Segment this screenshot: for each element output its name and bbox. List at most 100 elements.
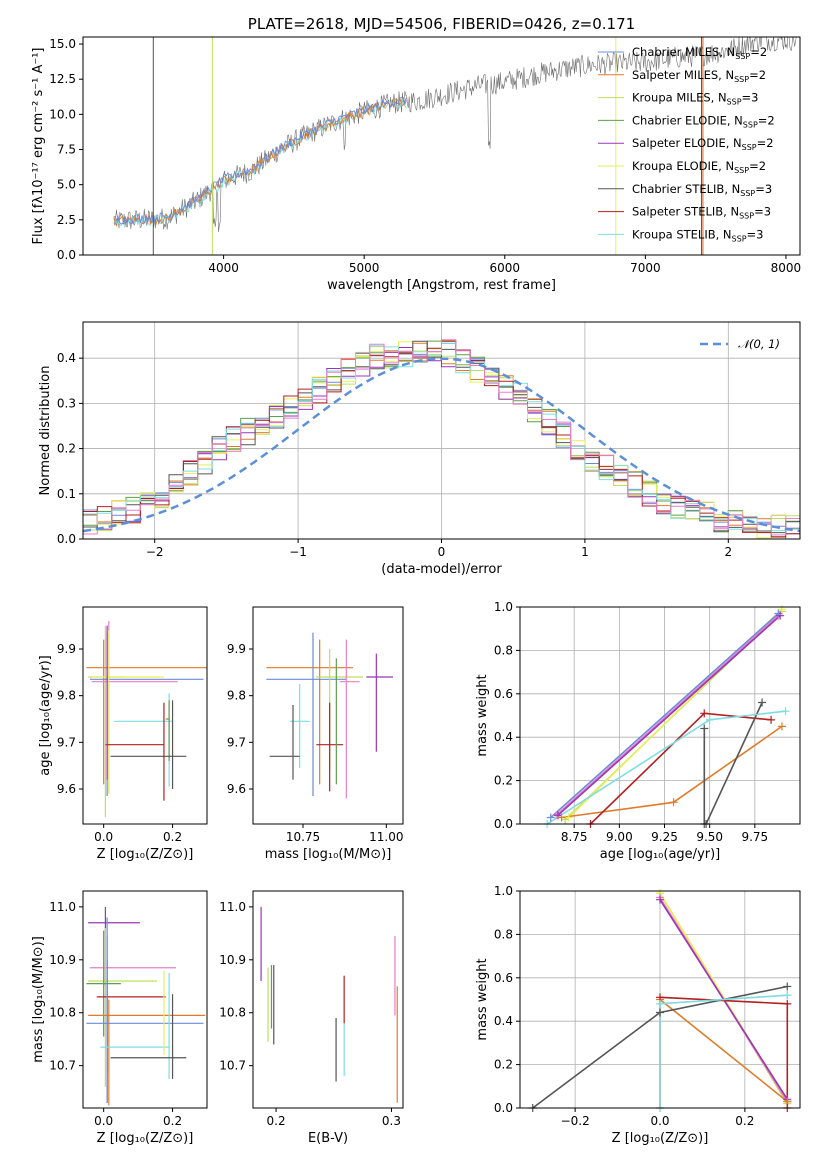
weight-vs-age-ytick-label: 0.2 <box>494 774 513 788</box>
age-vs-mass-frame <box>252 606 404 825</box>
residuals-ytick-label: 0.4 <box>57 351 76 365</box>
residuals-xtick-label: −1 <box>289 545 307 559</box>
weight-vs-Z-point-marker <box>783 982 792 991</box>
mass-vs-EBV-ytick-label: 10.8 <box>219 1006 246 1020</box>
age-vs-Z-ytick-label: 9.6 <box>57 782 76 796</box>
weight-vs-age-ytick-label: 0.8 <box>494 643 513 657</box>
weight-vs-age-ytick-label: 0.6 <box>494 687 513 701</box>
weight-vs-age-series-line <box>550 612 779 819</box>
age-vs-mass-ytick-label: 9.9 <box>227 642 246 656</box>
weight-vs-age-ylabel: mass weight <box>475 674 490 756</box>
residuals-histogram <box>83 347 800 530</box>
age-vs-Z-xtick-label: 0.2 <box>163 830 182 844</box>
residuals-legend-label: 𝒩(0, 1) <box>738 337 780 351</box>
residuals-xtick-label: 2 <box>724 545 732 559</box>
mass-vs-EBV-ytick-label: 11.0 <box>219 900 246 914</box>
weight-vs-Z-point-marker <box>656 999 664 1008</box>
age-vs-mass-xtick-label: 11.00 <box>369 830 403 844</box>
spectrum-legend-label: Kroupa STELIB, NSSP=3 <box>632 227 763 243</box>
weight-vs-Z-xtick-label: 0.2 <box>735 1114 754 1128</box>
residuals-ylabel: Normed distribution <box>38 366 53 496</box>
spectrum-legend-label: Chabrier MILES, NSSP=2 <box>632 45 767 61</box>
spectrum-ytick-label: 10.0 <box>49 107 76 121</box>
weight-vs-Z-ytick-label: 0.4 <box>494 1014 513 1028</box>
residuals-xtick-label: −2 <box>146 545 164 559</box>
weight-vs-age-xlabel: age [log₁₀(age/yr)] <box>600 847 721 862</box>
weight-vs-age-point-marker <box>669 798 678 807</box>
weight-vs-Z-ytick-label: 0.2 <box>494 1058 513 1072</box>
weight-vs-Z-series-line <box>659 994 788 1108</box>
residuals-axes: −2 −1 0 1 2 0.0 0.1 0.2 0.3 0.4 (data-model)/error… <box>38 322 800 577</box>
mass-vs-EBV-frame <box>252 890 404 1109</box>
weight-vs-Z-point-marker <box>783 999 792 1008</box>
mass-vs-EBV-xtick-label: 0.2 <box>267 1114 286 1128</box>
spectrum-legend-label: Kroupa MILES, NSSP=3 <box>632 91 758 107</box>
spectrum-legend-label: Salpeter ELODIE, NSSP=2 <box>632 136 774 152</box>
spectrum-ytick-label: 5.0 <box>57 178 76 192</box>
spectrum-axes: 4000 5000 6000 7000 8000 0.0 2.5 5.0 7.5 10.0 12.5… <box>31 15 801 293</box>
spectrum-model-line <box>113 97 407 225</box>
weight-vs-Z-ytick-label: 0.6 <box>494 971 513 985</box>
spectrum-xlabel: wavelength [Angstrom, rest frame] <box>327 278 556 293</box>
weight-vs-age-xtick-label: 9.00 <box>606 830 633 844</box>
spectrum-xtick-label: 5000 <box>349 261 380 275</box>
weight-vs-age-point-marker <box>776 611 785 620</box>
residuals-ytick-label: 0.0 <box>57 532 76 546</box>
weight-vs-Z-point-marker <box>656 1008 664 1017</box>
residuals-legend: 𝒩(0, 1) <box>700 337 780 351</box>
weight-vs-age-point-marker <box>564 813 573 822</box>
weight-vs-age-point-marker <box>781 707 790 716</box>
mass-vs-Z-ylabel: mass [log₁₀(M/M⊙)] <box>31 936 46 1063</box>
mass-vs-Z-xtick-label: 0.0 <box>94 1114 113 1128</box>
age-vs-Z-ytick-label: 9.9 <box>57 642 76 656</box>
spectrum-model-line <box>113 97 407 228</box>
weight-vs-age-point-marker <box>557 813 566 822</box>
spectrum-legend-label: Salpeter STELIB, NSSP=3 <box>632 205 771 221</box>
mass-vs-Z-ytick-label: 11.0 <box>49 900 76 914</box>
weight-vs-Z-point-marker <box>783 991 792 1000</box>
residuals-ytick-label: 0.2 <box>57 442 76 456</box>
weight-vs-Z-ylabel: mass weight <box>475 958 490 1040</box>
weight-vs-Z-axes: −0.2 0.0 0.2 0.0 0.2 0.4 0.6 0.8 1.0 Z [log₁₀(Z/Z… <box>475 884 800 1146</box>
age-vs-Z-xlabel: Z [log₁₀(Z/Z⊙)] <box>97 847 194 862</box>
residuals-xlabel: (data-model)/error <box>381 562 502 577</box>
residuals-normal-curve <box>83 357 800 533</box>
weight-vs-age-point-marker <box>700 709 709 718</box>
spectrum-ytick-label: 7.5 <box>57 143 76 157</box>
spectrum-frame <box>82 36 801 256</box>
mass-vs-EBV-plot-area <box>260 906 398 1103</box>
weight-vs-age-point-marker <box>777 722 786 731</box>
weight-vs-Z-xtick-label: 0.0 <box>650 1114 669 1128</box>
mass-vs-Z-plot-area <box>86 906 206 1106</box>
weight-vs-age-xtick-label: 9.50 <box>696 830 723 844</box>
weight-vs-age-point-marker <box>767 715 776 724</box>
weight-vs-Z-point-marker <box>656 895 664 904</box>
weight-vs-age-frame <box>519 606 801 825</box>
age-vs-mass-xtick-label: 10.75 <box>286 830 320 844</box>
residuals-xtick-label: 1 <box>581 545 589 559</box>
weight-vs-age-series-line <box>703 702 763 824</box>
mass-vs-EBV-ytick-label: 10.7 <box>219 1059 246 1073</box>
weight-vs-Z-ytick-label: 1.0 <box>494 884 513 898</box>
residuals-ytick-label: 0.3 <box>57 396 76 410</box>
spectrum-xtick-label: 8000 <box>771 261 802 275</box>
mass-vs-Z-xlabel: Z [log₁₀(Z/Z⊙)] <box>97 1131 194 1146</box>
age-vs-mass-xlabel: mass [log₁₀(M/M⊙)] <box>265 847 392 862</box>
mass-vs-Z-axes: 0.0 0.2 10.7 10.8 10.9 11.0 Z [log₁₀(Z/Z⊙)] mas… <box>31 900 194 1146</box>
spectrum-legend-label: Chabrier STELIB, NSSP=3 <box>632 182 772 198</box>
weight-vs-age-point-marker <box>758 698 767 707</box>
weight-vs-age-point-marker <box>546 813 555 822</box>
weight-vs-age-ytick-label: 0.4 <box>494 730 513 744</box>
spectrum-legend-label: Salpeter MILES, NSSP=2 <box>632 68 766 84</box>
age-vs-Z-xtick-label: 0.0 <box>94 830 113 844</box>
spectrum-xtick-label: 4000 <box>208 261 239 275</box>
mass-vs-EBV-ytick-label: 10.9 <box>219 953 246 967</box>
mass-vs-Z-xtick-label: 0.2 <box>163 1114 182 1128</box>
weight-vs-age-ytick-label: 1.0 <box>494 600 513 614</box>
spectrum-title: PLATE=2618, MJD=54506, FIBERID=0426, z=0… <box>248 15 635 33</box>
spectrum-legend-label: Kroupa ELODIE, NSSP=2 <box>632 159 766 175</box>
mass-vs-Z-frame <box>82 890 208 1109</box>
age-vs-mass-ytick-label: 9.6 <box>227 782 246 796</box>
age-vs-Z-axes: 0.0 0.2 9.6 9.7 9.8 9.9 Z [log₁₀(Z/Z⊙)] age [lo… <box>38 642 193 862</box>
